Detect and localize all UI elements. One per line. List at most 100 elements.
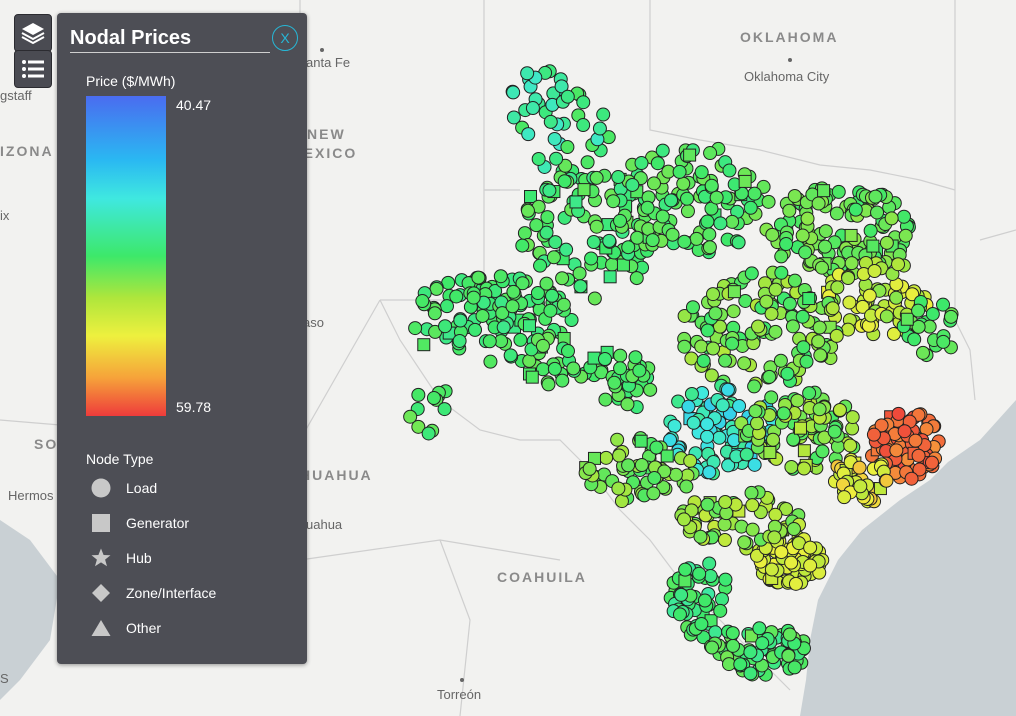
load-node[interactable] [560,89,575,104]
load-node[interactable] [813,348,828,363]
load-node[interactable] [911,448,926,463]
load-node[interactable] [677,339,692,354]
load-node[interactable] [830,280,845,295]
generator-node[interactable] [844,228,858,242]
load-node[interactable] [580,155,595,170]
load-node[interactable] [694,617,709,632]
load-node[interactable] [672,164,687,179]
load-node[interactable] [685,300,700,315]
load-node[interactable] [517,226,532,241]
load-node[interactable] [774,265,789,280]
load-node[interactable] [811,334,826,349]
load-node[interactable] [598,392,613,407]
load-node[interactable] [837,490,852,505]
load-node[interactable] [408,321,423,336]
load-node[interactable] [908,433,923,448]
load-node[interactable] [829,206,844,221]
load-node[interactable] [827,424,842,439]
load-node[interactable] [811,196,826,211]
load-node[interactable] [726,304,741,319]
load-node[interactable] [774,249,789,264]
load-node[interactable] [493,269,508,284]
load-node[interactable] [743,645,758,660]
load-node[interactable] [745,498,760,513]
load-node[interactable] [889,290,904,305]
load-node[interactable] [722,163,737,178]
load-node[interactable] [546,250,561,265]
generator-node[interactable] [678,574,692,588]
load-node[interactable] [677,512,692,527]
load-node[interactable] [621,458,636,473]
load-node[interactable] [782,296,797,311]
load-node[interactable] [703,146,718,161]
generator-node[interactable] [866,239,880,253]
load-node[interactable] [705,640,720,655]
load-node[interactable] [549,151,564,166]
load-node[interactable] [764,562,779,577]
load-node[interactable] [798,245,813,260]
load-node[interactable] [657,464,672,479]
load-node[interactable] [718,572,733,587]
load-node[interactable] [852,460,867,475]
load-node[interactable] [429,281,444,296]
generator-node[interactable] [634,434,648,448]
load-node[interactable] [750,548,765,563]
load-node[interactable] [421,426,436,441]
load-node[interactable] [612,448,627,463]
generator-node[interactable] [797,444,811,458]
load-node[interactable] [814,260,829,275]
load-node[interactable] [751,319,766,334]
load-node[interactable] [825,301,840,316]
load-node[interactable] [678,562,693,577]
load-node[interactable] [646,176,661,191]
load-node[interactable] [896,209,911,224]
load-node[interactable] [634,156,649,171]
load-node[interactable] [788,576,803,591]
load-node[interactable] [606,194,621,209]
generator-node[interactable] [683,148,697,162]
load-node[interactable] [597,352,612,367]
load-node[interactable] [599,450,614,465]
load-node[interactable] [702,556,717,571]
load-node[interactable] [643,382,658,397]
load-node[interactable] [862,288,877,303]
load-node[interactable] [924,455,939,470]
load-node[interactable] [680,204,695,219]
load-node[interactable] [554,79,569,94]
load-node[interactable] [703,569,718,584]
load-node[interactable] [573,279,588,294]
load-node[interactable] [437,402,452,417]
load-node[interactable] [681,399,696,414]
load-node[interactable] [725,638,740,653]
load-node[interactable] [426,391,441,406]
load-node[interactable] [610,432,625,447]
load-node[interactable] [576,95,591,110]
load-node[interactable] [812,402,827,417]
list-button[interactable] [14,50,52,88]
load-node[interactable] [403,409,418,424]
generator-node[interactable] [802,292,816,306]
load-node[interactable] [496,320,511,335]
generator-node[interactable] [793,421,807,435]
load-node[interactable] [755,636,770,651]
load-node[interactable] [700,417,715,432]
load-node[interactable] [780,366,795,381]
load-node[interactable] [779,237,794,252]
load-node[interactable] [621,240,636,255]
load-node[interactable] [832,403,847,418]
load-node[interactable] [625,177,640,192]
generator-node[interactable] [577,183,591,197]
load-node[interactable] [543,303,558,318]
load-node[interactable] [680,191,695,206]
load-node[interactable] [629,271,644,286]
load-node[interactable] [744,485,759,500]
load-node[interactable] [541,377,556,392]
load-node[interactable] [732,399,747,414]
load-node[interactable] [747,379,762,394]
load-node[interactable] [867,264,882,279]
load-node[interactable] [700,214,715,229]
load-node[interactable] [831,184,846,199]
load-node[interactable] [702,227,717,242]
generator-node[interactable] [616,258,630,272]
load-node[interactable] [714,592,729,607]
